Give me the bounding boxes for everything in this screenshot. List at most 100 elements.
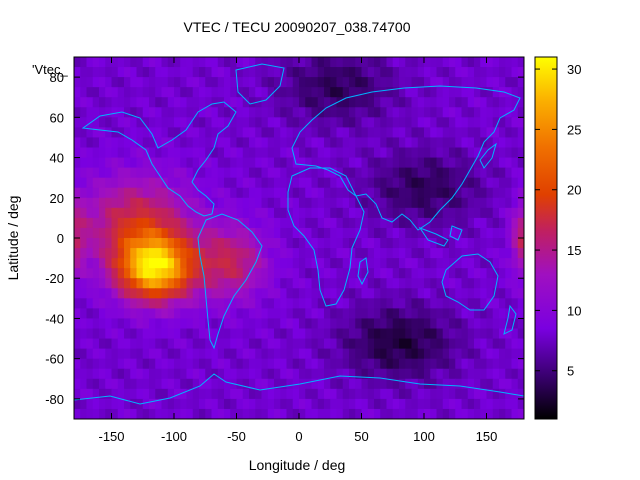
heatmap-cell (330, 348, 338, 360)
heatmap-cell (436, 157, 444, 169)
heatmap-cell (330, 187, 338, 199)
heatmap-cell (174, 358, 181, 370)
heatmap-cell (499, 137, 506, 149)
heatmap-cell (280, 117, 288, 128)
heatmap-cell (161, 97, 169, 108)
heatmap-cell (74, 388, 81, 400)
heatmap-cell (155, 97, 163, 108)
heatmap-cell (442, 388, 450, 400)
heatmap-cell (411, 147, 419, 159)
heatmap-cell (80, 238, 88, 249)
heatmap-cell (311, 77, 319, 88)
heatmap-cell (486, 358, 494, 370)
heatmap-cell (355, 308, 363, 320)
heatmap-cell (511, 87, 519, 98)
heatmap-cell (349, 378, 356, 390)
heatmap-cell (367, 167, 375, 179)
heatmap-cell (430, 157, 438, 169)
heatmap-cell (217, 358, 225, 370)
heatmap-cell (124, 318, 131, 330)
heatmap-cell (261, 368, 269, 380)
heatmap-cell (136, 318, 144, 330)
heatmap-cell (380, 97, 388, 108)
heatmap-cell (274, 248, 281, 259)
heatmap-cell (361, 147, 369, 159)
heatmap-cell (92, 147, 100, 159)
heatmap-cell (199, 107, 206, 118)
heatmap-cell (105, 227, 113, 239)
heatmap-cell (299, 187, 306, 199)
heatmap-cell (124, 117, 131, 128)
heatmap-cell (99, 398, 106, 410)
heatmap-cell (442, 167, 450, 179)
heatmap-cell (305, 207, 313, 219)
heatmap-cell (411, 137, 419, 149)
heatmap-cell (161, 77, 169, 88)
heatmap-cell (430, 177, 438, 189)
heatmap-cell (230, 227, 238, 239)
heatmap-cell (411, 167, 419, 179)
heatmap-cell (480, 358, 488, 370)
heatmap-cell (242, 308, 250, 320)
heatmap-cell (261, 117, 269, 128)
heatmap-cell (111, 117, 119, 128)
heatmap-cell (286, 398, 294, 410)
heatmap-cell (417, 308, 425, 320)
heatmap-cell (155, 207, 163, 219)
heatmap-cell (261, 358, 269, 370)
heatmap-cell (180, 298, 188, 309)
heatmap-cell (455, 87, 463, 98)
heatmap-cell (261, 288, 269, 299)
heatmap-cell (449, 227, 456, 239)
heatmap-cell (467, 408, 475, 419)
heatmap-cell (511, 157, 519, 169)
heatmap-cell (155, 238, 163, 249)
heatmap-cell (517, 107, 524, 118)
heatmap-cell (374, 328, 381, 340)
heatmap-cell (492, 288, 500, 299)
heatmap-cell (311, 328, 319, 340)
heatmap-cell (367, 298, 375, 309)
heatmap-cell (105, 248, 113, 259)
heatmap-cell (436, 398, 444, 410)
heatmap-cell (392, 258, 400, 269)
heatmap-cell (155, 288, 163, 299)
heatmap-cell (86, 167, 94, 179)
heatmap-cell (511, 197, 519, 209)
heatmap-cell (255, 378, 263, 390)
heatmap-cell (249, 127, 256, 139)
heatmap-cell (236, 338, 244, 350)
heatmap-cell (480, 288, 488, 299)
heatmap-cell (424, 127, 431, 139)
x-tick-label: -100 (161, 429, 187, 444)
heatmap-cell (436, 167, 444, 179)
heatmap-cell (180, 107, 188, 118)
heatmap-cell (286, 117, 294, 128)
heatmap-cell (217, 408, 225, 419)
heatmap-cell (136, 87, 144, 98)
heatmap-cell (461, 77, 469, 88)
heatmap-cell (461, 157, 469, 169)
heatmap-cell (286, 238, 294, 249)
heatmap-cell (336, 107, 344, 118)
heatmap-cell (386, 137, 394, 149)
heatmap-cell (86, 398, 94, 410)
heatmap-cell (149, 258, 156, 269)
heatmap-cell (242, 77, 250, 88)
heatmap-cell (311, 207, 319, 219)
heatmap-cell (292, 77, 300, 88)
heatmap-cell (455, 298, 463, 309)
heatmap-cell (124, 87, 131, 98)
heatmap-cell (174, 338, 181, 350)
heatmap-cell (299, 117, 306, 128)
heatmap-cell (455, 147, 463, 159)
heatmap-cell (117, 127, 125, 139)
heatmap-cell (249, 358, 256, 370)
heatmap-cell (505, 338, 513, 350)
heatmap-cell (217, 57, 225, 68)
heatmap-cell (286, 167, 294, 179)
heatmap-cell (324, 57, 331, 68)
heatmap-cell (392, 368, 400, 380)
heatmap-cell (161, 378, 169, 390)
heatmap-cell (467, 288, 475, 299)
